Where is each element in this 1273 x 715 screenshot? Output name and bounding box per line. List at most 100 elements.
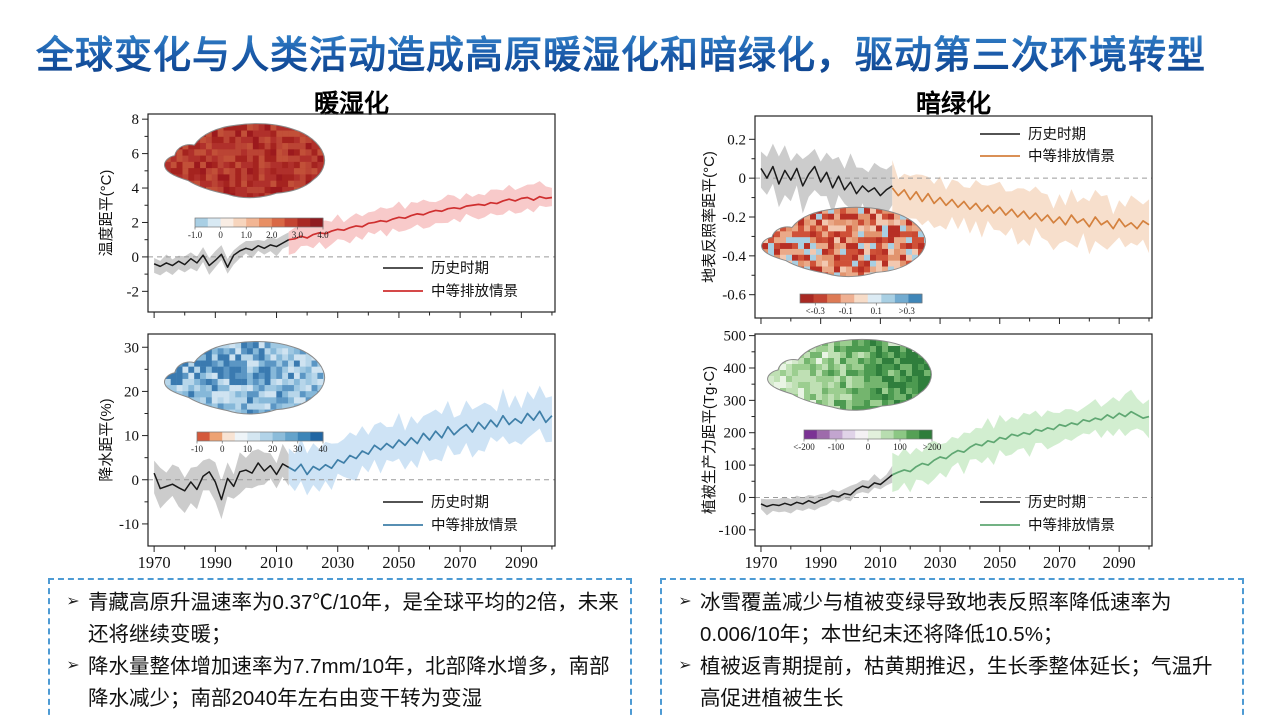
- x-tick-label: 2030: [924, 553, 957, 572]
- series-line-0: [153, 462, 290, 501]
- note-item: ➢ 冰雪覆盖减少与植被变绿导致地表反照率降低速率为0.006/10年；本世纪末还将…: [670, 587, 1232, 651]
- y-tick-label: -0.2: [722, 210, 746, 226]
- inset-map: -10 0 10 20 30 40: [164, 340, 329, 454]
- y-tick-label: 8: [132, 112, 140, 128]
- y-tick-label: 4: [132, 181, 140, 197]
- note-text: 青藏高原升温速率为0.37℃/10年，是全球平均的2倍，未来还将继续变暖；: [88, 591, 619, 646]
- note-item: ➢ 植被返青期提前，枯黄期推迟，生长季整体延长；气温升高促进植被生长: [670, 651, 1232, 715]
- svg-text:-1.0: -1.0: [188, 230, 203, 240]
- y-axis-label: 植被生产力距平(Tg·C): [701, 366, 718, 514]
- y-tick-label: 300: [724, 393, 747, 409]
- plot-frame: [147, 333, 556, 547]
- x-tick-label: 1990: [804, 553, 837, 572]
- x-tick-label: 1990: [199, 553, 232, 572]
- y-tick-label: -0.4: [722, 249, 746, 265]
- svg-text:0: 0: [866, 442, 871, 452]
- chart-vegetation-productivity-anomaly: 1970 1990 2010 2030 2050 2070 2090 500 400 300 200…: [701, 329, 1153, 572]
- x-tick-label: 2070: [1043, 553, 1076, 572]
- bullet-arrow-icon: ➢: [678, 656, 692, 674]
- y-tick-label: 20: [124, 384, 139, 400]
- series-line-0: [760, 474, 893, 508]
- legend-label: 历史时期: [1028, 494, 1086, 511]
- y-tick-label: 100: [724, 458, 747, 474]
- y-tick-label: 10: [124, 429, 139, 445]
- panel-precipitation-anomaly: 1970 1990 2010 2030 2050 2070 2090 30 20 10 0 -10 降水…: [95, 330, 567, 581]
- bullet-arrow-icon: ➢: [66, 656, 80, 674]
- uncertainty-band-1: [892, 389, 1150, 493]
- svg-text:20: 20: [268, 444, 278, 454]
- uncertainty-band-1: [288, 385, 552, 496]
- x-tick-label: 1970: [744, 553, 777, 572]
- svg-text:<-0.3: <-0.3: [806, 306, 826, 316]
- y-tick-label: 500: [724, 330, 747, 345]
- note-item: ➢ 青藏高原升温速率为0.37℃/10年，是全球平均的2倍，未来还将继续变暖；: [58, 587, 620, 651]
- uncertainty-band-0: [154, 443, 289, 520]
- svg-text:<-200: <-200: [793, 442, 815, 452]
- svg-text:30: 30: [293, 444, 303, 454]
- y-axis-label: 温度距平(°C): [98, 170, 115, 257]
- plot-frame: [147, 113, 556, 313]
- inset-map: <-200 -100 0 100 >200: [767, 338, 942, 452]
- series-line-1: [891, 410, 1150, 476]
- note-text: 植被返青期提前，枯黄期推迟，生长季整体延长；气温升高促进植被生长: [700, 654, 1213, 710]
- bullet-arrow-icon: ➢: [678, 593, 692, 610]
- y-tick-label: 30: [124, 340, 139, 356]
- plot-frame: [754, 333, 1153, 547]
- y-axis-label: 降水距平(%): [98, 398, 115, 481]
- y-tick-label: 400: [724, 361, 747, 377]
- x-tick-label: 2090: [505, 553, 538, 572]
- chart-precipitation-anomaly: 1970 1990 2010 2030 2050 2070 20903020100-10降水…: [98, 333, 556, 572]
- x-tick-label: 2010: [260, 553, 293, 572]
- svg-text:>0.3: >0.3: [899, 306, 916, 316]
- y-tick-label: -100: [719, 523, 747, 539]
- uncertainty-band-1: [892, 159, 1150, 255]
- svg-text:40: 40: [319, 444, 329, 454]
- svg-text:-0.1: -0.1: [839, 306, 853, 316]
- svg-text:100: 100: [893, 442, 907, 452]
- x-tick-label: 2030: [321, 553, 354, 572]
- bullet-arrow-icon: ➢: [66, 593, 80, 610]
- series-line-1: [288, 410, 553, 476]
- panel-vegetation-productivity-anomaly: 1970 1990 2010 2030 2050 2070 2090 500 400 300 200…: [698, 329, 1164, 581]
- legend-label: 历史时期: [431, 260, 489, 277]
- x-tick-label: 2070: [444, 553, 477, 572]
- svg-text:-10: -10: [191, 444, 203, 454]
- svg-text:10: 10: [243, 444, 253, 454]
- note-box-warm-wetting: ➢ 青藏高原升温速率为0.37℃/10年，是全球平均的2倍，未来还将继续变暖； ➢ 降…: [48, 578, 632, 715]
- svg-text:-100: -100: [828, 442, 845, 452]
- y-tick-label: 0: [132, 250, 140, 266]
- y-tick-label: -0.6: [722, 288, 746, 304]
- legend-label: 历史时期: [1028, 126, 1086, 143]
- svg-text:1.0: 1.0: [241, 230, 253, 240]
- legend-label: 历史时期: [431, 494, 489, 511]
- series-line-0: [153, 239, 290, 268]
- inset-colorbar: <-0.3 -0.1 0.1 >0.3: [799, 293, 923, 316]
- uncertainty-band-1: [288, 181, 552, 255]
- y-tick-label: 0: [739, 171, 747, 187]
- y-tick-label: 0: [739, 490, 747, 506]
- x-tick-label: 2050: [983, 553, 1016, 572]
- uncertainty-band-0: [760, 143, 893, 224]
- y-tick-label: 200: [724, 426, 747, 442]
- y-tick-label: 2: [132, 215, 140, 231]
- series-line-0: [760, 165, 893, 197]
- legend-label: 中等排放情景: [1028, 147, 1115, 165]
- inset-colorbar: <-200 -100 0 100 >200: [793, 429, 942, 452]
- svg-text:0: 0: [218, 230, 223, 240]
- y-tick-label: -10: [119, 517, 139, 533]
- legend-label: 中等排放情景: [431, 282, 518, 300]
- svg-text:3.0: 3.0: [292, 230, 304, 240]
- svg-text:2.0: 2.0: [266, 230, 278, 240]
- y-tick-label: 0: [132, 473, 140, 489]
- y-tick-label: 6: [132, 147, 140, 163]
- legend-label: 中等排放情景: [1028, 516, 1115, 534]
- slide-title: 全球变化与人类活动造成高原暖湿化和暗绿化，驱动第三次环境转型: [36, 24, 1246, 79]
- svg-text:0: 0: [220, 444, 225, 454]
- legend-label: 中等排放情景: [431, 516, 518, 534]
